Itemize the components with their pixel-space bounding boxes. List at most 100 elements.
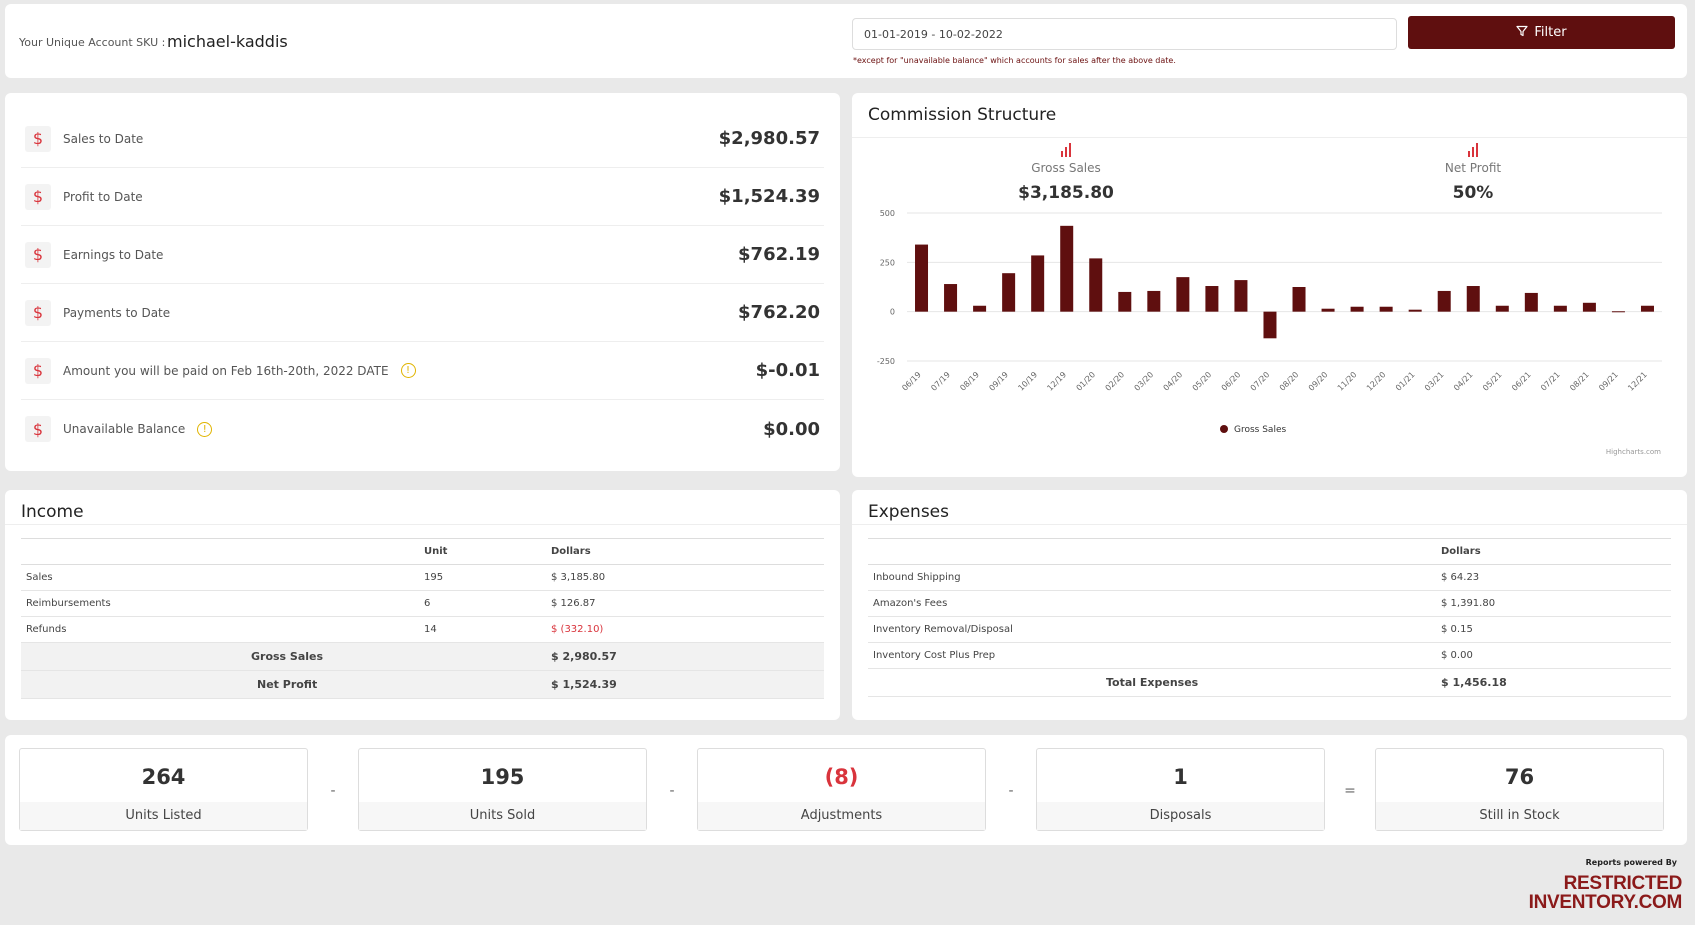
row-dollars: $ 126.87 [546, 590, 824, 617]
stat-value: $762.20 [738, 302, 820, 323]
divider [852, 524, 1687, 525]
stat-label: Payments to Date [63, 305, 171, 320]
info-icon[interactable]: ! [400, 363, 416, 378]
chart-bar [1234, 280, 1248, 312]
dollar-icon: $ [25, 125, 51, 152]
filter-button[interactable]: Filter [1408, 16, 1675, 49]
restricted-inventory-logo[interactable]: RESTRICTED INVENTORY.COM [1529, 873, 1683, 912]
dollar-icon: $ [25, 357, 51, 384]
chart-bar [973, 305, 987, 312]
metric-value: 50% [1452, 183, 1494, 203]
stat-row-sales: $ Sales to Date $2,980.57 [21, 110, 824, 168]
unit-label: Adjustments [698, 802, 985, 830]
adjustments-box: (8) Adjustments [697, 748, 986, 831]
table-header-row: Dollars [868, 538, 1671, 565]
stat-label-wrap: Unavailable Balance ! [63, 421, 213, 437]
stat-value: $2,980.57 [718, 128, 820, 149]
column-header: Unit [419, 538, 546, 565]
table-row: Refunds 14 $ (332.10) [21, 616, 824, 643]
row-dollars: $ 0.00 [1436, 642, 1671, 669]
chart-bar [1640, 305, 1654, 312]
units-sold-box: 195 Units Sold [358, 748, 647, 831]
chart-bar [1263, 311, 1277, 339]
minus-operator: - [330, 783, 336, 799]
row-name: Reimbursements [21, 590, 419, 617]
divider [5, 524, 840, 525]
x-tick-label: 03/21 [1423, 370, 1446, 393]
stat-value: $-0.01 [755, 360, 820, 381]
x-tick-label: 04/20 [1162, 370, 1185, 393]
chart-bar [1089, 258, 1103, 312]
income-table: Unit Dollars Sales 195 $ 3,185.80 Reimbu… [21, 538, 824, 699]
x-tick-label: 06/21 [1510, 370, 1533, 393]
stat-label: Unavailable Balance [63, 422, 186, 436]
table-header-row: Unit Dollars [21, 538, 824, 565]
y-tick-label: 500 [880, 209, 895, 218]
column-header [21, 538, 419, 565]
expenses-card: Expenses Dollars Inbound Shipping $ 64.2… [852, 490, 1687, 720]
metric-label: Gross Sales [1031, 161, 1101, 175]
filter-button-label: Filter [1534, 25, 1567, 40]
x-tick-label: 05/20 [1191, 370, 1214, 393]
row-unit: 6 [419, 590, 546, 617]
chart-bar [1205, 286, 1219, 312]
x-tick-label: 12/20 [1365, 370, 1388, 393]
stat-row-upcoming-payment: $ Amount you will be paid on Feb 16th-20… [21, 342, 824, 400]
x-tick-label: 09/20 [1307, 370, 1330, 393]
column-header: Dollars [1436, 538, 1671, 565]
filter-icon [1516, 25, 1528, 41]
date-range-input[interactable]: 01-01-2019 - 10-02-2022 [852, 18, 1397, 50]
table-row: Inventory Removal/Disposal $ 0.15 [868, 616, 1671, 643]
stat-label-wrap: Amount you will be paid on Feb 16th-20th… [63, 363, 416, 378]
chart-bar [1466, 286, 1480, 312]
chart-bar [1118, 291, 1132, 312]
commission-structure-card: Commission Structure Gross Sales $3,185.… [852, 93, 1687, 477]
total-dollars: $ 1,524.39 [546, 670, 824, 699]
stat-label: Earnings to Date [63, 247, 164, 262]
chart-bar [1031, 255, 1045, 312]
total-name: Net Profit [21, 670, 546, 699]
unit-value: 195 [480, 765, 525, 789]
dollar-icon: $ [25, 241, 51, 268]
legend-marker [1220, 425, 1228, 433]
expenses-table: Dollars Inbound Shipping $ 64.23 Amazon'… [868, 538, 1671, 697]
unit-label: Units Sold [359, 802, 646, 830]
logo-line: RESTRICTED [1563, 873, 1683, 894]
minus-operator: - [669, 783, 675, 799]
x-tick-label: 06/19 [900, 370, 923, 393]
x-tick-label: 07/19 [929, 370, 952, 393]
total-name: Total Expenses [868, 668, 1436, 697]
chart-bar [1321, 308, 1335, 312]
stat-row-earnings: $ Earnings to Date $762.19 [21, 226, 824, 284]
chart-bar [1060, 225, 1074, 312]
chart-bar [1582, 302, 1596, 312]
chart-bar [1292, 287, 1306, 312]
card-title: Commission Structure [868, 105, 1057, 125]
total-row: Net Profit $ 1,524.39 [21, 670, 824, 699]
card-title: Expenses [868, 502, 949, 522]
stat-value: $1,524.39 [718, 186, 820, 207]
filter-bar: Your Unique Account SKU : michael-kaddis… [5, 4, 1687, 78]
chart-bar [944, 284, 958, 312]
x-tick-label: 08/20 [1278, 370, 1301, 393]
equals-operator: = [1344, 783, 1356, 799]
x-tick-label: 12/19 [1045, 370, 1068, 393]
y-tick-label: -250 [877, 357, 895, 366]
inventory-units-card: 264 Units Listed - 195 Units Sold - (8) … [5, 735, 1687, 845]
total-row: Total Expenses $ 1,456.18 [868, 668, 1671, 697]
gross-sales-metric: Gross Sales $3,185.80 [966, 143, 1166, 203]
info-icon[interactable]: ! [197, 421, 213, 437]
chart-bar [1611, 311, 1625, 313]
x-tick-label: 07/21 [1539, 370, 1562, 393]
chart-credit[interactable]: Highcharts.com [1605, 448, 1661, 456]
metric-label: Net Profit [1444, 161, 1502, 175]
total-row: Gross Sales $ 2,980.57 [21, 642, 824, 671]
row-dollars: $ 0.15 [1436, 616, 1671, 643]
bar-chart-icon [1373, 143, 1573, 159]
row-dollars: $ 1,391.80 [1436, 590, 1671, 617]
unit-label: Units Listed [20, 802, 307, 830]
still-in-stock-box: 76 Still in Stock [1375, 748, 1664, 831]
table-row: Amazon's Fees $ 1,391.80 [868, 590, 1671, 617]
disposals-box: 1 Disposals [1036, 748, 1325, 831]
row-unit: 14 [419, 616, 546, 643]
